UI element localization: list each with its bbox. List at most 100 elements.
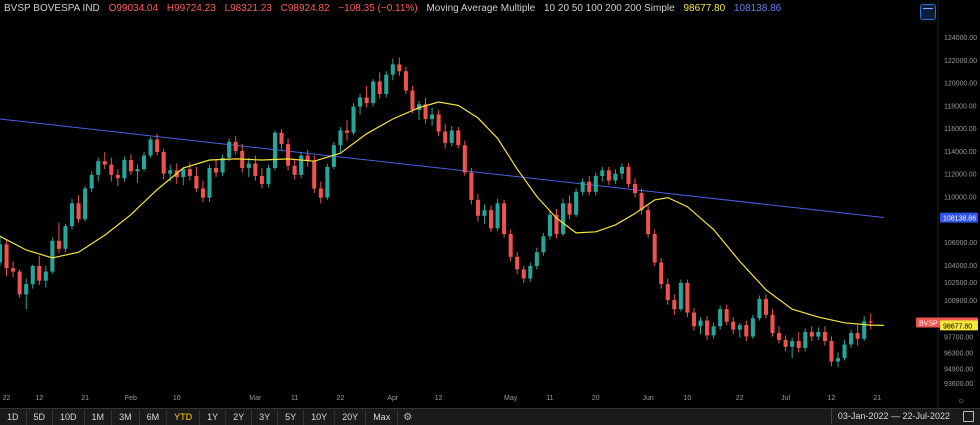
y-tick-label: 114000.00 xyxy=(944,149,977,156)
candle-body xyxy=(430,114,435,120)
candle-body xyxy=(253,163,258,176)
candle-body xyxy=(214,168,219,173)
candle-body xyxy=(508,234,513,257)
candle-body xyxy=(384,74,389,94)
range-button-10d[interactable]: 10D xyxy=(53,409,85,425)
y-tick-label: 93600.00 xyxy=(944,381,973,388)
candle-body xyxy=(770,314,775,334)
candle-body xyxy=(456,130,461,146)
range-button-3m[interactable]: 3M xyxy=(112,409,140,425)
y-tick-label: 94900.00 xyxy=(944,366,973,373)
candle-body xyxy=(685,282,690,313)
candle-body xyxy=(659,262,664,285)
candle-body xyxy=(796,341,801,348)
y-tick-label: 110000.00 xyxy=(944,194,977,201)
candle-body xyxy=(646,210,651,235)
x-tick-label: 21 xyxy=(81,395,89,402)
candle-body xyxy=(148,139,153,156)
candle-body xyxy=(220,157,225,173)
candle-body xyxy=(862,321,867,339)
candle-body xyxy=(763,298,769,315)
candle-body xyxy=(371,81,376,104)
range-button-3y[interactable]: 3Y xyxy=(252,409,279,425)
candle-body xyxy=(155,139,160,153)
date-picker-icon[interactable] xyxy=(963,411,974,422)
candle-body xyxy=(76,203,81,220)
candle-body xyxy=(809,331,814,337)
candle-body xyxy=(135,169,140,172)
candle-body xyxy=(822,331,827,342)
legend-symbol: BVSP BOVESPA IND xyxy=(4,3,100,14)
candle-body xyxy=(4,244,9,269)
candle-body xyxy=(200,188,205,198)
x-tick-label: Apr xyxy=(387,395,399,402)
x-tick-label: Jul xyxy=(781,395,790,402)
candle-body xyxy=(488,210,494,229)
candle-body xyxy=(711,326,716,336)
range-button-1y[interactable]: 1Y xyxy=(200,409,227,425)
candle-body xyxy=(305,155,310,162)
candle-body xyxy=(11,268,16,272)
legend-close: C98924.82 xyxy=(280,3,330,14)
x-tick-label: 12 xyxy=(35,395,43,402)
y-tick-label: 118000.00 xyxy=(944,103,977,110)
legend-ma-slow-value: 108138.86 xyxy=(733,3,782,14)
y-tick-label: 116000.00 xyxy=(944,126,977,133)
candle-body xyxy=(855,333,860,339)
candle-body xyxy=(678,282,683,310)
badge-value: 108138.86 xyxy=(943,216,976,223)
range-button-1m[interactable]: 1M xyxy=(85,409,113,425)
range-button-ytd[interactable]: YTD xyxy=(167,409,201,425)
x-tick-label: 22 xyxy=(337,395,345,402)
candle-body xyxy=(443,131,448,143)
candle-body xyxy=(233,141,238,151)
y-tick-label: 96300.00 xyxy=(944,350,973,357)
range-button-10y[interactable]: 10Y xyxy=(304,409,336,425)
range-button-1d[interactable]: 1D xyxy=(0,409,27,425)
candle-body xyxy=(207,168,212,198)
x-tick-label: 22 xyxy=(736,395,744,402)
y-tick-label: 124000.00 xyxy=(944,35,977,42)
date-range-field[interactable]: 03-Jan-2022 — 22-Jul-2022 xyxy=(830,408,956,424)
x-tick-label: 10 xyxy=(684,395,692,402)
price-badge-label: 108138.86 xyxy=(943,216,976,223)
range-button-5d[interactable]: 5D xyxy=(27,409,54,425)
candle-body xyxy=(390,64,395,75)
range-button-6m[interactable]: 6M xyxy=(140,409,168,425)
legend-periods: 10 20 50 100 200 200 Simple xyxy=(544,3,675,14)
candle-body xyxy=(547,214,552,237)
candle-body xyxy=(835,358,841,362)
candle-body xyxy=(351,106,356,133)
candle-body xyxy=(318,188,323,198)
candle-body xyxy=(600,170,605,176)
candle-body xyxy=(364,97,369,104)
x-tick-label: 11 xyxy=(546,395,553,402)
x-tick-label: 22 xyxy=(3,395,11,402)
axis-settings-icon[interactable]: ○ xyxy=(957,396,964,407)
candlestick-chart[interactable]: 124000.00 122000.00 120000.00 118000.00 1160… xyxy=(0,0,980,408)
range-button-max[interactable]: Max xyxy=(366,409,399,425)
candle-body xyxy=(462,145,467,173)
candle-body xyxy=(619,166,624,174)
candle-body xyxy=(842,344,847,359)
range-button-20y[interactable]: 20Y xyxy=(335,409,367,425)
candle-body xyxy=(672,300,677,310)
candle-body xyxy=(397,64,402,72)
candle-body xyxy=(639,193,644,211)
range-button-5y[interactable]: 5Y xyxy=(278,409,305,425)
range-button-2y[interactable]: 2Y xyxy=(226,409,253,425)
candle-body xyxy=(593,175,598,192)
candle-body xyxy=(737,325,742,330)
ma-20-line xyxy=(0,101,884,326)
gear-icon[interactable]: ⚙ xyxy=(403,411,413,423)
candle-body xyxy=(495,203,500,229)
legend-indicator[interactable]: Moving Average Multiple xyxy=(426,3,536,14)
candle-body xyxy=(515,256,520,270)
badge-symbol: BVSP xyxy=(919,321,940,328)
candle-body xyxy=(613,173,618,181)
candle-body xyxy=(338,130,343,146)
candle-body xyxy=(331,145,336,167)
candle-body xyxy=(30,265,35,285)
calendar-icon[interactable] xyxy=(920,4,936,20)
candle-body xyxy=(43,271,48,281)
